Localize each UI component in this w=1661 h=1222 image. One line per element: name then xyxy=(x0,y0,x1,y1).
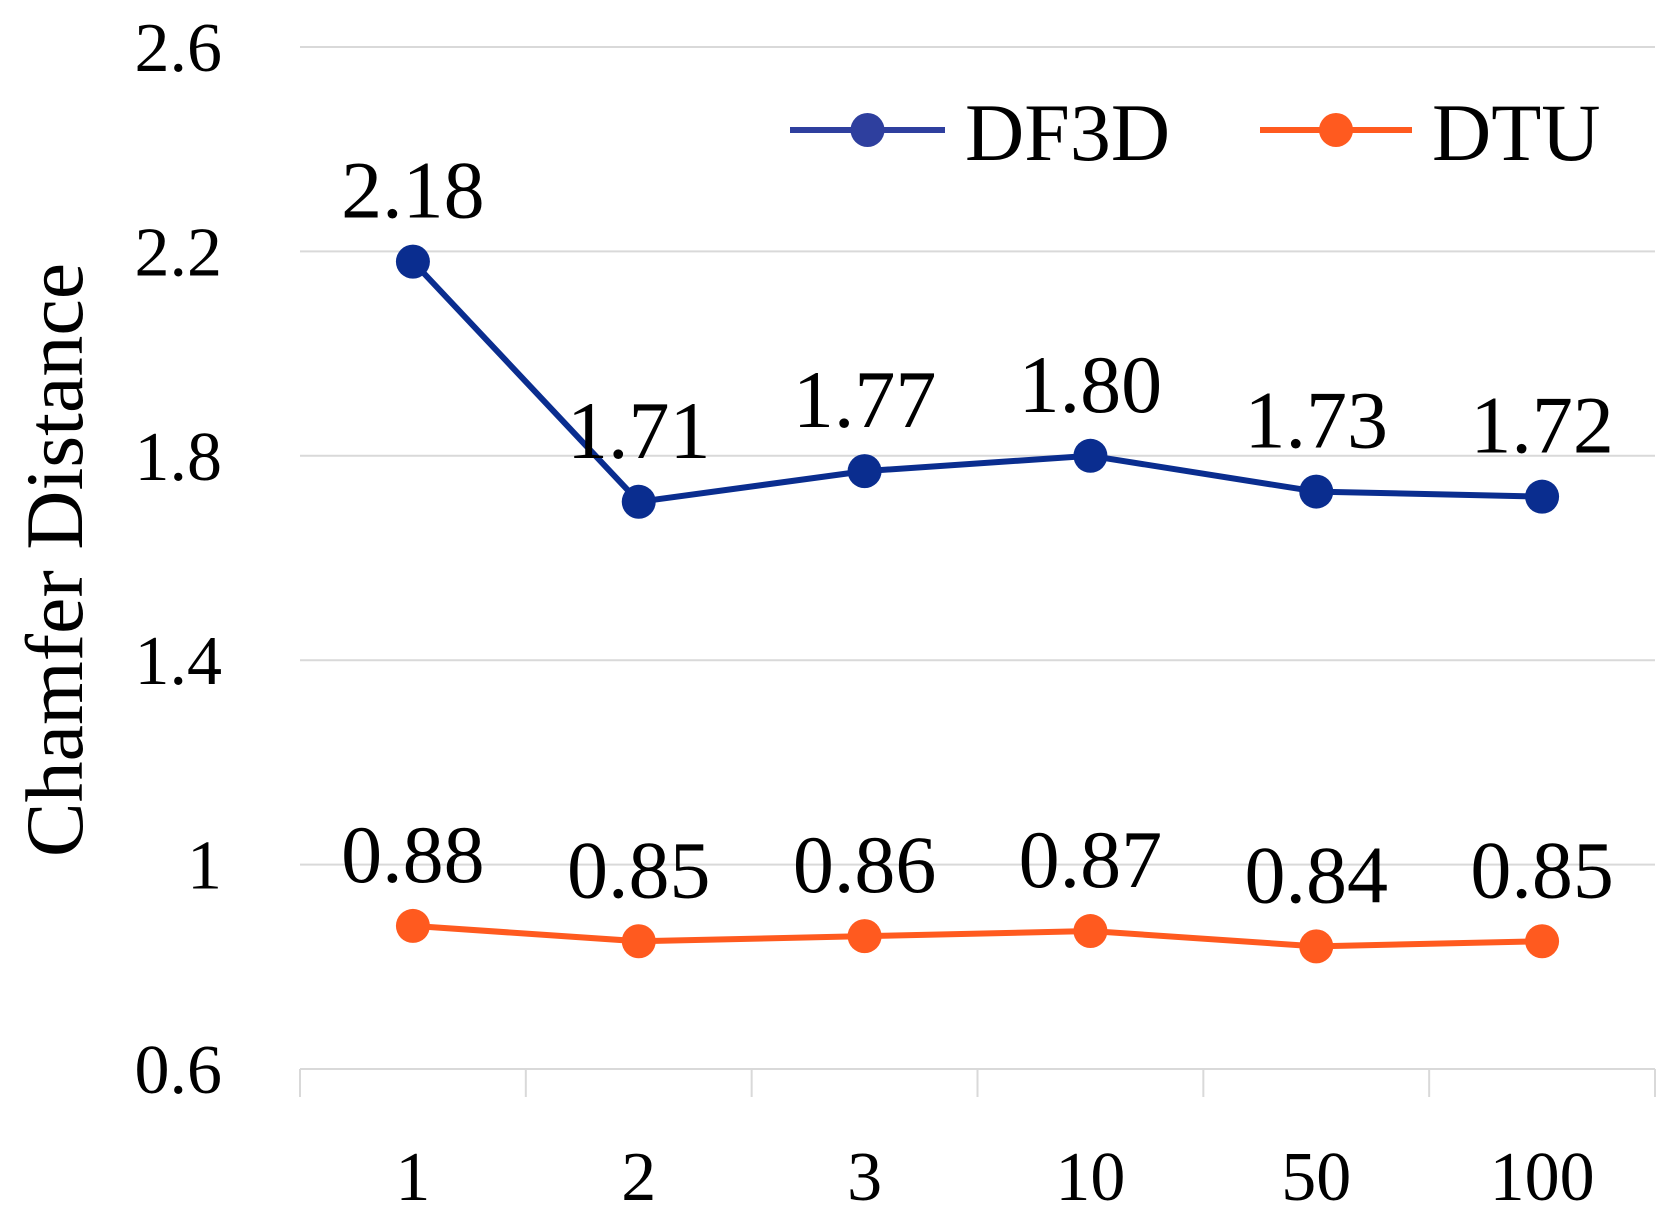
series-dtu: 0.88 0.85 0.86 0.87 0.84 0.85 xyxy=(341,809,1614,964)
data-point xyxy=(395,244,430,279)
data-label: 1.73 xyxy=(1245,375,1389,466)
data-label: 1.80 xyxy=(1019,339,1163,430)
data-point xyxy=(1073,438,1108,473)
data-point xyxy=(847,919,882,954)
y-tick-label: 1 xyxy=(187,828,222,905)
y-tick-label: 2.6 xyxy=(135,10,223,87)
data-point xyxy=(621,484,656,519)
legend: DF3D DTU xyxy=(790,87,1601,178)
legend-swatch-marker xyxy=(1319,113,1353,147)
data-label: 0.87 xyxy=(1019,814,1163,905)
x-tick-label: 10 xyxy=(1055,1139,1125,1216)
legend-swatch-marker xyxy=(850,113,885,147)
y-tick-label: 2.2 xyxy=(135,214,223,291)
data-point xyxy=(1299,474,1334,509)
x-axis-ticks: 1 2 3 10 50 100 xyxy=(299,1069,1656,1216)
data-label: 1.77 xyxy=(793,354,937,445)
legend-item-dtu: DTU xyxy=(1260,87,1601,178)
x-tick-label: 100 xyxy=(1490,1139,1595,1216)
y-tick-label: 0.6 xyxy=(135,1032,223,1109)
series-line-df3d xyxy=(410,259,1543,505)
data-point xyxy=(621,924,656,959)
data-label: 0.88 xyxy=(341,809,485,900)
series-line-dtu xyxy=(412,922,1543,950)
data-label: 1.72 xyxy=(1470,380,1614,471)
series-df3d: 2.18 1.71 1.77 1.80 1.73 1.72 xyxy=(341,145,1614,519)
data-point xyxy=(1525,479,1560,514)
data-point xyxy=(1073,914,1108,949)
data-label: 2.18 xyxy=(341,145,485,236)
data-label: 0.85 xyxy=(1470,824,1614,915)
data-point xyxy=(1299,929,1334,964)
y-axis-ticks: 0.6 1 1.4 1.8 2.2 2.6 xyxy=(135,10,223,1109)
series-layer: 2.18 1.71 1.77 1.80 1.73 1.72 0.88 0.85 0.86 0.87… xyxy=(341,145,1614,964)
legend-item-df3d: DF3D xyxy=(790,87,1170,178)
data-label: 0.84 xyxy=(1245,829,1389,920)
x-tick-label: 50 xyxy=(1281,1139,1351,1216)
data-point xyxy=(1525,924,1560,959)
legend-label: DTU xyxy=(1432,87,1601,178)
data-label: 0.86 xyxy=(793,819,937,910)
x-tick-label: 2 xyxy=(621,1139,656,1216)
x-tick-label: 1 xyxy=(395,1139,430,1216)
y-tick-label: 1.8 xyxy=(135,419,223,496)
legend-label: DF3D xyxy=(965,87,1170,178)
data-label: 0.85 xyxy=(567,824,711,915)
y-tick-label: 1.4 xyxy=(135,623,223,700)
x-tick-label: 3 xyxy=(847,1139,882,1216)
data-label: 1.71 xyxy=(567,385,711,476)
data-point xyxy=(847,454,882,489)
data-point xyxy=(395,908,430,943)
y-axis-title: Chamfer Distance xyxy=(9,263,100,857)
